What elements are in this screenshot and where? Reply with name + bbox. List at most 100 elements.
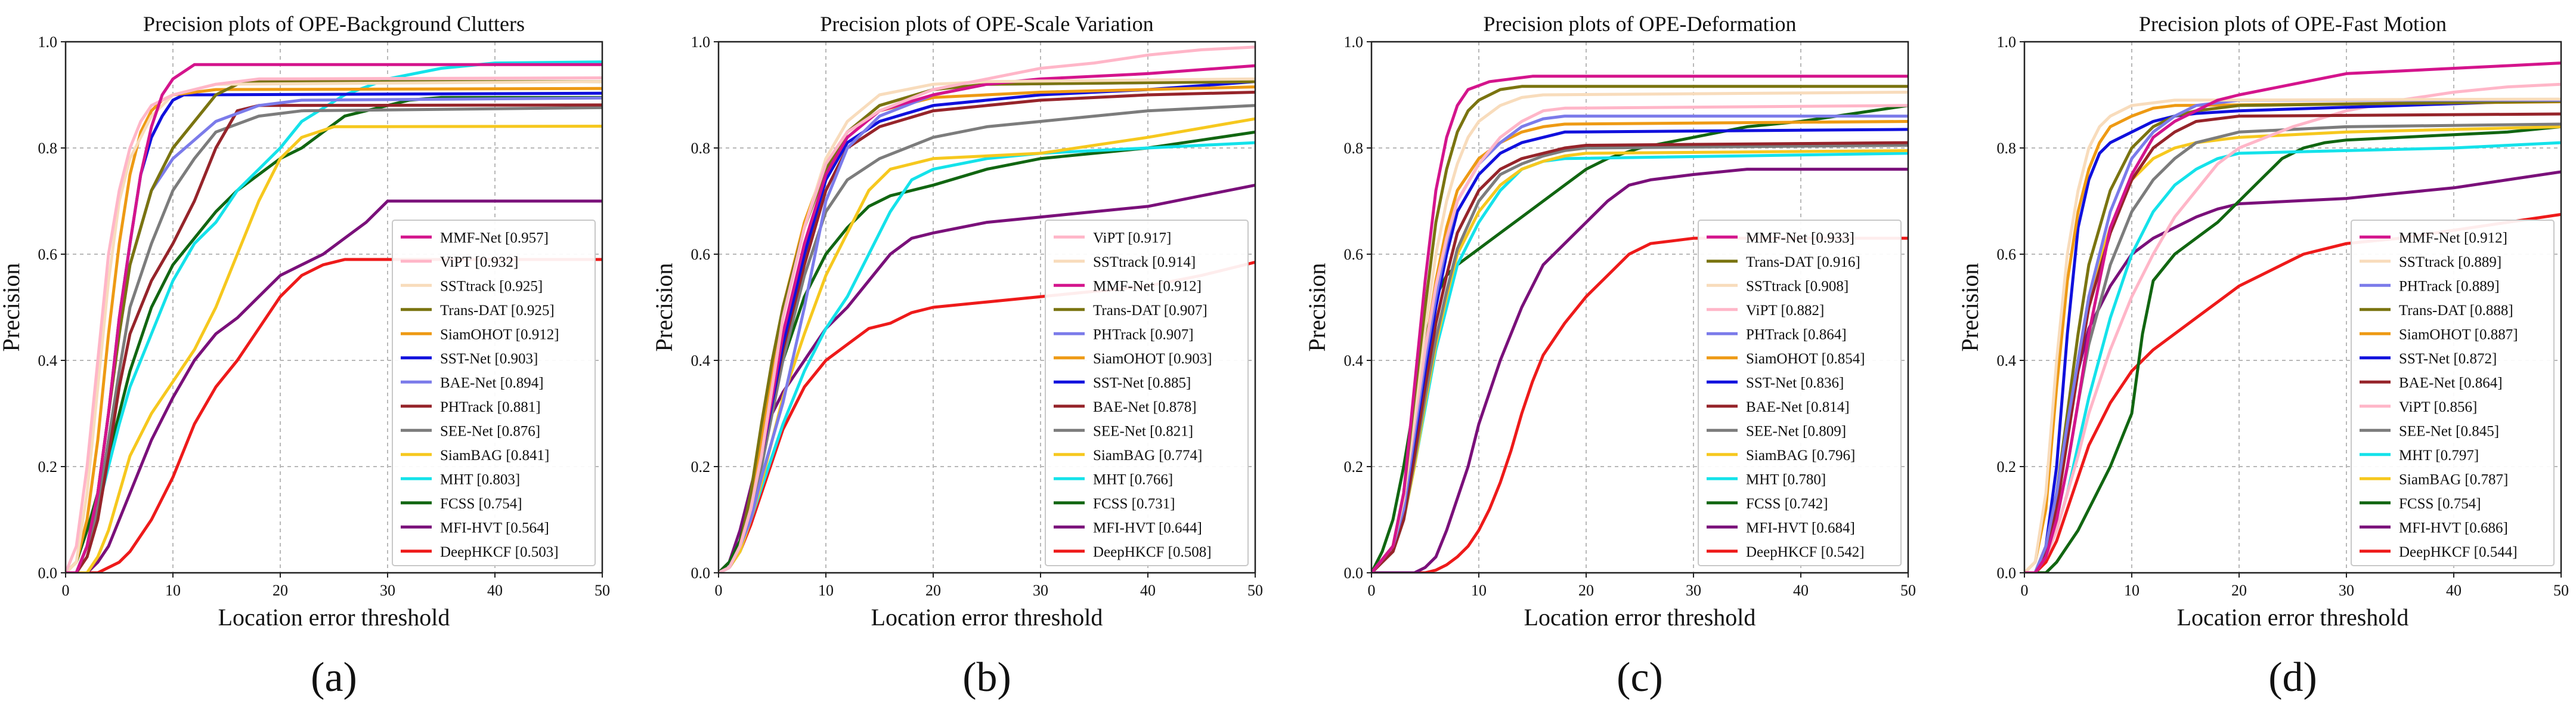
chart-0-xtick-label-0: 0 xyxy=(62,582,70,599)
chart-2-ytick-label-0: 0.0 xyxy=(1344,564,1364,582)
chart-2-xtick-label-0: 0 xyxy=(1368,582,1376,599)
chart-3-xtick-label-0: 0 xyxy=(2021,582,2029,599)
chart-2-xtick-label-2: 20 xyxy=(1578,582,1594,599)
chart-1-legend-label-2: MMF-Net [0.912] xyxy=(1093,278,1202,294)
chart-1-ytick-label-0: 0.0 xyxy=(691,564,711,582)
chart-1-legend-label-13: DeepHKCF [0.508] xyxy=(1093,544,1212,560)
chart-0-xtick-label-5: 50 xyxy=(595,582,610,599)
chart-2-legend-label-12: MFI-HVT [0.684] xyxy=(1746,520,1855,536)
chart-1-axes-frame xyxy=(717,41,1256,574)
chart-0-series-0 xyxy=(66,63,602,573)
chart-0-legend-label-10: MHT [0.803] xyxy=(440,471,520,487)
chart-3-legend-label-6: BAE-Net [0.864] xyxy=(2399,375,2503,391)
chart-0-legend-label-1: ViPT [0.932] xyxy=(440,254,518,270)
chart-0-series-group xyxy=(66,60,602,573)
chart-0-legend: MMF-Net [0.957] ViPT [0.932] SSTtrack [0.9… xyxy=(392,220,596,566)
chart-0-axes-frame xyxy=(64,41,603,574)
chart-2-ytick-label-4: 0.8 xyxy=(1344,140,1364,157)
chart-1-legend-label-12: MFI-HVT [0.644] xyxy=(1093,520,1202,536)
chart-0-legend-label-4: SiamOHOT [0.912] xyxy=(440,326,559,342)
chart-1-ytick-label-1: 0.2 xyxy=(691,458,711,476)
chart-3-legend-label-13: DeepHKCF [0.544] xyxy=(2399,544,2518,560)
chart-1-legend: ViPT [0.917] SSTtrack [0.914] MMF-Net [0.9… xyxy=(1045,220,1249,566)
chart-1-legend-label-5: SiamOHOT [0.903] xyxy=(1093,351,1212,367)
chart-2-series-group xyxy=(1371,75,1908,573)
chart-0-series-1 xyxy=(66,76,602,573)
chart-1-legend-label-4: PHTrack [0.907] xyxy=(1093,326,1194,342)
chart-3-legend-label-9: MHT [0.797] xyxy=(2399,448,2479,464)
chart-2-subfigure-label: (c) xyxy=(1617,655,1663,700)
chart-3-legend-label-5: SST-Net [0.872] xyxy=(2399,351,2497,367)
chart-3-legend-label-4: SiamOHOT [0.887] xyxy=(2399,326,2518,342)
chart-3-legend-label-0: MMF-Net [0.912] xyxy=(2399,230,2507,246)
chart-0-legend-label-3: Trans-DAT [0.925] xyxy=(440,303,555,319)
chart-2-title: Precision plots of OPE-Deformation xyxy=(1484,12,1797,36)
chart-1-subfigure-label: (b) xyxy=(962,655,1011,700)
chart-3-xtick-label-2: 20 xyxy=(2231,582,2247,599)
chart-2-legend-label-8: SEE-Net [0.809] xyxy=(1746,423,1846,439)
chart-2-legend-box xyxy=(1698,220,1902,566)
chart-3-subfigure-label: (d) xyxy=(2268,655,2317,700)
chart-2-series-12 xyxy=(1371,168,1908,573)
chart-2: 0 10 20 30 40 50 0.0 0.2 0.4 0.6 0.8 1.0 Precision p… xyxy=(1304,12,1916,700)
chart-0-legend-label-11: FCSS [0.754] xyxy=(440,496,522,512)
chart-1-legend-label-6: SST-Net [0.885] xyxy=(1093,375,1191,391)
chart-3-legend-label-1: SSTtrack [0.889] xyxy=(2399,254,2501,270)
chart-3-title: Precision plots of OPE-Fast Motion xyxy=(2139,12,2447,36)
chart-3-legend: MMF-Net [0.912] SSTtrack [0.889] PHTrack [… xyxy=(2351,220,2555,566)
chart-1-xtick-label-0: 0 xyxy=(715,582,723,599)
chart-2-ytick-label-1: 0.2 xyxy=(1344,458,1364,476)
chart-0-ytick-label-0: 0.0 xyxy=(38,564,58,582)
chart-2-legend-label-11: FCSS [0.742] xyxy=(1746,496,1828,512)
chart-0-ytick-label-2: 0.4 xyxy=(38,352,58,369)
chart-0: 0 10 20 30 40 50 0.0 0.2 0.4 0.6 0.8 1.0 Precision p… xyxy=(0,12,610,700)
chart-3-axes-frame xyxy=(2023,41,2562,574)
chart-0-series-13 xyxy=(66,258,602,573)
chart-2-ytick-label-2: 0.4 xyxy=(1344,352,1364,369)
chart-0-legend-label-7: PHTrack [0.881] xyxy=(440,399,541,415)
chart-1-xtick-label-2: 20 xyxy=(925,582,941,599)
chart-3-series-11 xyxy=(2024,125,2561,573)
chart-1-legend-label-9: SiamBAG [0.774] xyxy=(1093,448,1202,464)
chart-2-legend-label-1: Trans-DAT [0.916] xyxy=(1746,254,1860,270)
chart-0-subfigure-label: (a) xyxy=(311,655,357,700)
chart-3-ytick-label-3: 0.6 xyxy=(1997,246,2017,263)
chart-0-legend-label-5: SST-Net [0.903] xyxy=(440,351,538,367)
chart-1-ytick-label-5: 1.0 xyxy=(691,33,711,51)
chart-3-legend-label-2: PHTrack [0.889] xyxy=(2399,278,2500,294)
chart-1-ytick-label-3: 0.6 xyxy=(691,246,711,263)
chart-3-series-1 xyxy=(2024,97,2561,573)
chart-2-legend-label-5: SiamOHOT [0.854] xyxy=(1746,351,1865,367)
chart-0-ytick-label-5: 1.0 xyxy=(38,33,58,51)
chart-2-ytick-label-5: 1.0 xyxy=(1344,33,1364,51)
chart-0-legend-label-8: SEE-Net [0.876] xyxy=(440,423,540,439)
chart-3-series-2 xyxy=(2024,98,2561,573)
chart-2-ytick-label-3: 0.6 xyxy=(1344,246,1364,263)
chart-3-xtick-label-4: 40 xyxy=(2446,582,2462,599)
chart-0-ylabel: Precision xyxy=(0,263,24,352)
chart-2-legend-label-13: DeepHKCF [0.542] xyxy=(1746,544,1865,560)
chart-1-legend-label-10: MHT [0.766] xyxy=(1093,471,1173,487)
chart-1-xtick-label-1: 10 xyxy=(818,582,834,599)
chart-0-series-7 xyxy=(66,103,602,573)
chart-3-legend-box xyxy=(2351,220,2555,566)
chart-2-xtick-label-1: 10 xyxy=(1471,582,1487,599)
chart-0-legend-box xyxy=(392,220,596,566)
chart-2-series-7 xyxy=(1371,141,1908,573)
chart-0-legend-label-13: DeepHKCF [0.503] xyxy=(440,544,559,560)
chart-1-legend-label-0: ViPT [0.917] xyxy=(1093,230,1171,246)
chart-0-xtick-label-1: 10 xyxy=(165,582,181,599)
chart-0-legend-label-12: MFI-HVT [0.564] xyxy=(440,520,549,536)
chart-3-ytick-label-0: 0.0 xyxy=(1997,564,2017,582)
chart-2-axes-frame xyxy=(1370,41,1909,574)
chart-1-legend-label-3: Trans-DAT [0.907] xyxy=(1093,303,1208,319)
chart-0-ytick-label-1: 0.2 xyxy=(38,458,58,476)
chart-2-legend-label-9: SiamBAG [0.796] xyxy=(1746,448,1855,464)
chart-2-legend-label-2: SSTtrack [0.908] xyxy=(1746,278,1849,294)
chart-0-xlabel: Location error threshold xyxy=(218,604,450,631)
chart-2-legend-label-0: MMF-Net [0.933] xyxy=(1746,230,1854,246)
chart-3-xtick-label-1: 10 xyxy=(2124,582,2140,599)
chart-1-legend-label-8: SEE-Net [0.821] xyxy=(1093,423,1193,439)
